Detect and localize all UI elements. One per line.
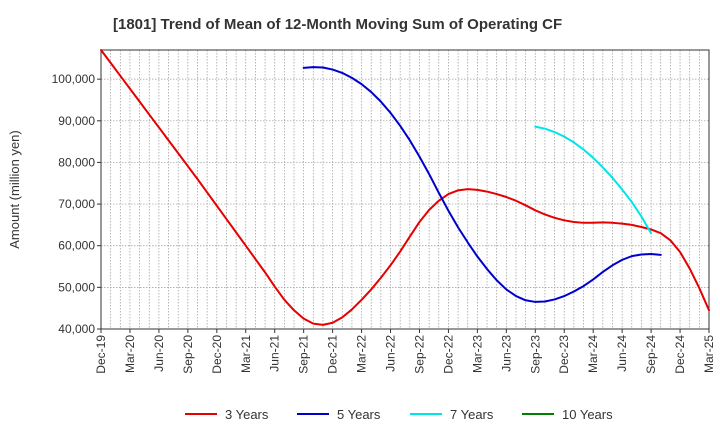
y-tick-label: 50,000 <box>58 280 95 294</box>
x-tick-label: Mar-21 <box>239 335 253 373</box>
series-line-7-years <box>534 125 653 235</box>
legend-label: 10 Years <box>562 407 613 422</box>
y-axis-label: Amount (million yen) <box>7 130 22 249</box>
series-line-3-years <box>100 49 710 326</box>
y-tick-label: 90,000 <box>58 114 95 128</box>
x-tick-label: Dec-24 <box>673 335 687 374</box>
y-tick-label: 60,000 <box>58 239 95 253</box>
x-tick-label: Dec-19 <box>94 335 108 374</box>
legend-label: 3 Years <box>225 407 269 422</box>
x-tick-label: Jun-22 <box>384 335 398 372</box>
y-tick-label: 80,000 <box>58 155 95 169</box>
x-tick-label: Mar-24 <box>586 335 600 373</box>
series-group <box>100 49 710 326</box>
x-tick-label: Dec-22 <box>441 335 455 374</box>
x-tick-label: Sep-24 <box>644 335 658 374</box>
x-tick-label: Sep-21 <box>297 335 311 374</box>
y-tick-label: 70,000 <box>58 197 95 211</box>
x-tick-label: Sep-23 <box>528 335 542 374</box>
y-tick-label: 100,000 <box>52 72 96 86</box>
x-tick-label: Jun-20 <box>152 335 166 372</box>
series-line-5-years <box>302 66 662 303</box>
x-tick-label: Mar-22 <box>355 335 369 373</box>
y-axis: 40,000 50,000 60,000 70,000 80,000 90,000 100,… <box>52 72 101 336</box>
legend: 3 Years 5 Years 7 Years 10 Years <box>185 407 613 422</box>
x-tick-label: Jun-23 <box>499 335 513 372</box>
x-axis: Dec-19 Mar-20 Jun-20 Sep-20 Dec-20 Mar-21 Jun-… <box>94 329 716 374</box>
x-tick-label: Jun-21 <box>268 335 282 372</box>
x-tick-label: Dec-23 <box>557 335 571 374</box>
x-tick-label: Dec-21 <box>326 335 340 374</box>
legend-label: 7 Years <box>450 407 494 422</box>
x-tick-label: Jun-24 <box>615 335 629 372</box>
x-tick-label: Mar-23 <box>470 335 484 373</box>
plot-frame <box>100 49 710 330</box>
chart-title: [1801] Trend of Mean of 12-Month Moving … <box>113 16 562 33</box>
x-tick-label: Mar-25 <box>702 335 716 373</box>
legend-label: 5 Years <box>337 407 381 422</box>
x-tick-label: Sep-20 <box>181 335 195 374</box>
y-tick-label: 40,000 <box>58 322 95 336</box>
x-tick-label: Dec-20 <box>210 335 224 374</box>
x-tick-label: Sep-22 <box>412 335 426 374</box>
grid <box>101 50 709 330</box>
x-tick-label: Mar-20 <box>123 335 137 373</box>
